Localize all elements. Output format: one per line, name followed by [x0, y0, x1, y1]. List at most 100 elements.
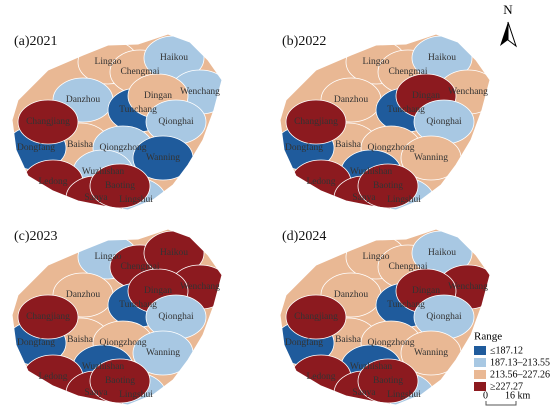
region-label: Baisha	[335, 335, 362, 345]
scale-bar: 0 16 km	[483, 390, 531, 406]
region-label: Wanning	[414, 348, 448, 358]
region-label: Dingan	[412, 91, 440, 101]
region-label: Lingshui	[119, 195, 153, 205]
region-label: Wanning	[146, 348, 180, 358]
region-label: Ledong	[306, 372, 335, 382]
region-label: Chengmai	[388, 67, 427, 77]
region-label: Wuzhishan	[350, 167, 393, 177]
region-label: Changjiang	[26, 312, 70, 322]
region-label: Baoting	[105, 181, 135, 191]
legend-swatch	[474, 370, 486, 379]
region	[357, 163, 419, 209]
legend-label: 187.13–213.55	[490, 357, 550, 368]
panel-title: (c)2023	[14, 229, 58, 244]
region-label: Lingao	[95, 252, 122, 262]
island-outline	[11, 228, 223, 406]
region-label: Baisha	[67, 140, 94, 150]
region-label: Haikou	[428, 248, 456, 258]
region-label: Ledong	[38, 177, 67, 187]
region-label: Tunchang	[387, 300, 425, 310]
region-label: Haikou	[160, 248, 188, 258]
region-label: Ledong	[306, 177, 335, 187]
region-label: Qiongzhong	[100, 143, 147, 153]
legend-label: 213.56–227.26	[490, 369, 550, 380]
region-label: Sanya	[84, 193, 108, 203]
legend-swatch	[474, 382, 486, 391]
region-label: Baoting	[373, 376, 403, 386]
region-label: Wenchang	[448, 87, 488, 97]
region-label: Baoting	[373, 181, 403, 191]
region-label: Changjiang	[26, 117, 70, 127]
region-label: Wuzhishan	[82, 362, 125, 372]
region-label: Tunchang	[119, 105, 157, 115]
region-label: Wanning	[414, 153, 448, 163]
region	[89, 163, 151, 209]
region-label: Qionghai	[426, 117, 462, 127]
region-label: Chengmai	[388, 262, 427, 272]
region	[357, 358, 419, 404]
region-label: Qiongzhong	[368, 338, 415, 348]
region-label: Wenchang	[448, 282, 488, 292]
island-outline	[11, 33, 223, 211]
region-label: Wenchang	[180, 87, 220, 97]
region-label: Baisha	[67, 335, 94, 345]
region	[17, 99, 79, 145]
region-label: Lingao	[363, 57, 390, 67]
region-label: Qionghai	[158, 312, 194, 322]
region-label: Changjiang	[294, 117, 338, 127]
island-outline	[279, 33, 491, 211]
panel-title: (b)2022	[282, 34, 326, 49]
legend-label: ≥227.27	[490, 381, 523, 392]
region-label: Dingan	[412, 286, 440, 296]
panel-title: (d)2024	[282, 229, 326, 244]
legend-swatch	[474, 346, 486, 355]
region-label: Baoting	[105, 376, 135, 386]
region-label: Tunchang	[119, 300, 157, 310]
scale-end: 16 km	[505, 390, 531, 401]
region	[89, 358, 151, 404]
north-arrow: N	[500, 2, 517, 48]
region-label: Danzhou	[66, 95, 101, 105]
region	[17, 294, 79, 340]
region-label: Sanya	[84, 388, 108, 398]
region-label: Tunchang	[387, 105, 425, 115]
legend: Range ≤187.12187.13–213.55213.56–227.26≥…	[474, 331, 550, 392]
scale-start: 0	[483, 390, 488, 401]
region-label: Sanya	[352, 388, 376, 398]
region-label: Qiongzhong	[368, 143, 415, 153]
region-label: Danzhou	[334, 95, 369, 105]
region-label: Danzhou	[66, 290, 101, 300]
region-label: Qionghai	[158, 117, 194, 127]
region-label: Dongfang	[17, 337, 55, 348]
legend-title: Range	[474, 331, 502, 343]
region-label: Lingshui	[387, 390, 421, 400]
region-label: Wanning	[146, 153, 180, 163]
region-label: Ledong	[38, 372, 67, 382]
region-label: Sanya	[352, 193, 376, 203]
legend-swatch	[474, 358, 486, 367]
region-label: Lingao	[95, 57, 122, 67]
region-label: Dingan	[144, 91, 172, 101]
region-label: Lingshui	[119, 390, 153, 400]
region	[285, 99, 347, 145]
region-label: Wuzhishan	[82, 167, 125, 177]
region-label: Dingan	[144, 286, 172, 296]
region-label: Dongfang	[17, 142, 55, 153]
region-label: Qionghai	[426, 312, 462, 322]
region-label: Wenchang	[180, 282, 220, 292]
region-label: Baisha	[335, 140, 362, 150]
region-label: Chengmai	[120, 67, 159, 77]
region-label: Qiongzhong	[100, 338, 147, 348]
region-label: Haikou	[160, 53, 188, 63]
region-label: Dongfang	[285, 337, 323, 348]
panel-title: (a)2021	[14, 34, 58, 49]
island-outline	[279, 228, 491, 406]
north-label: N	[503, 2, 513, 17]
region-label: Chengmai	[120, 262, 159, 272]
legend-label: ≤187.12	[490, 345, 523, 356]
